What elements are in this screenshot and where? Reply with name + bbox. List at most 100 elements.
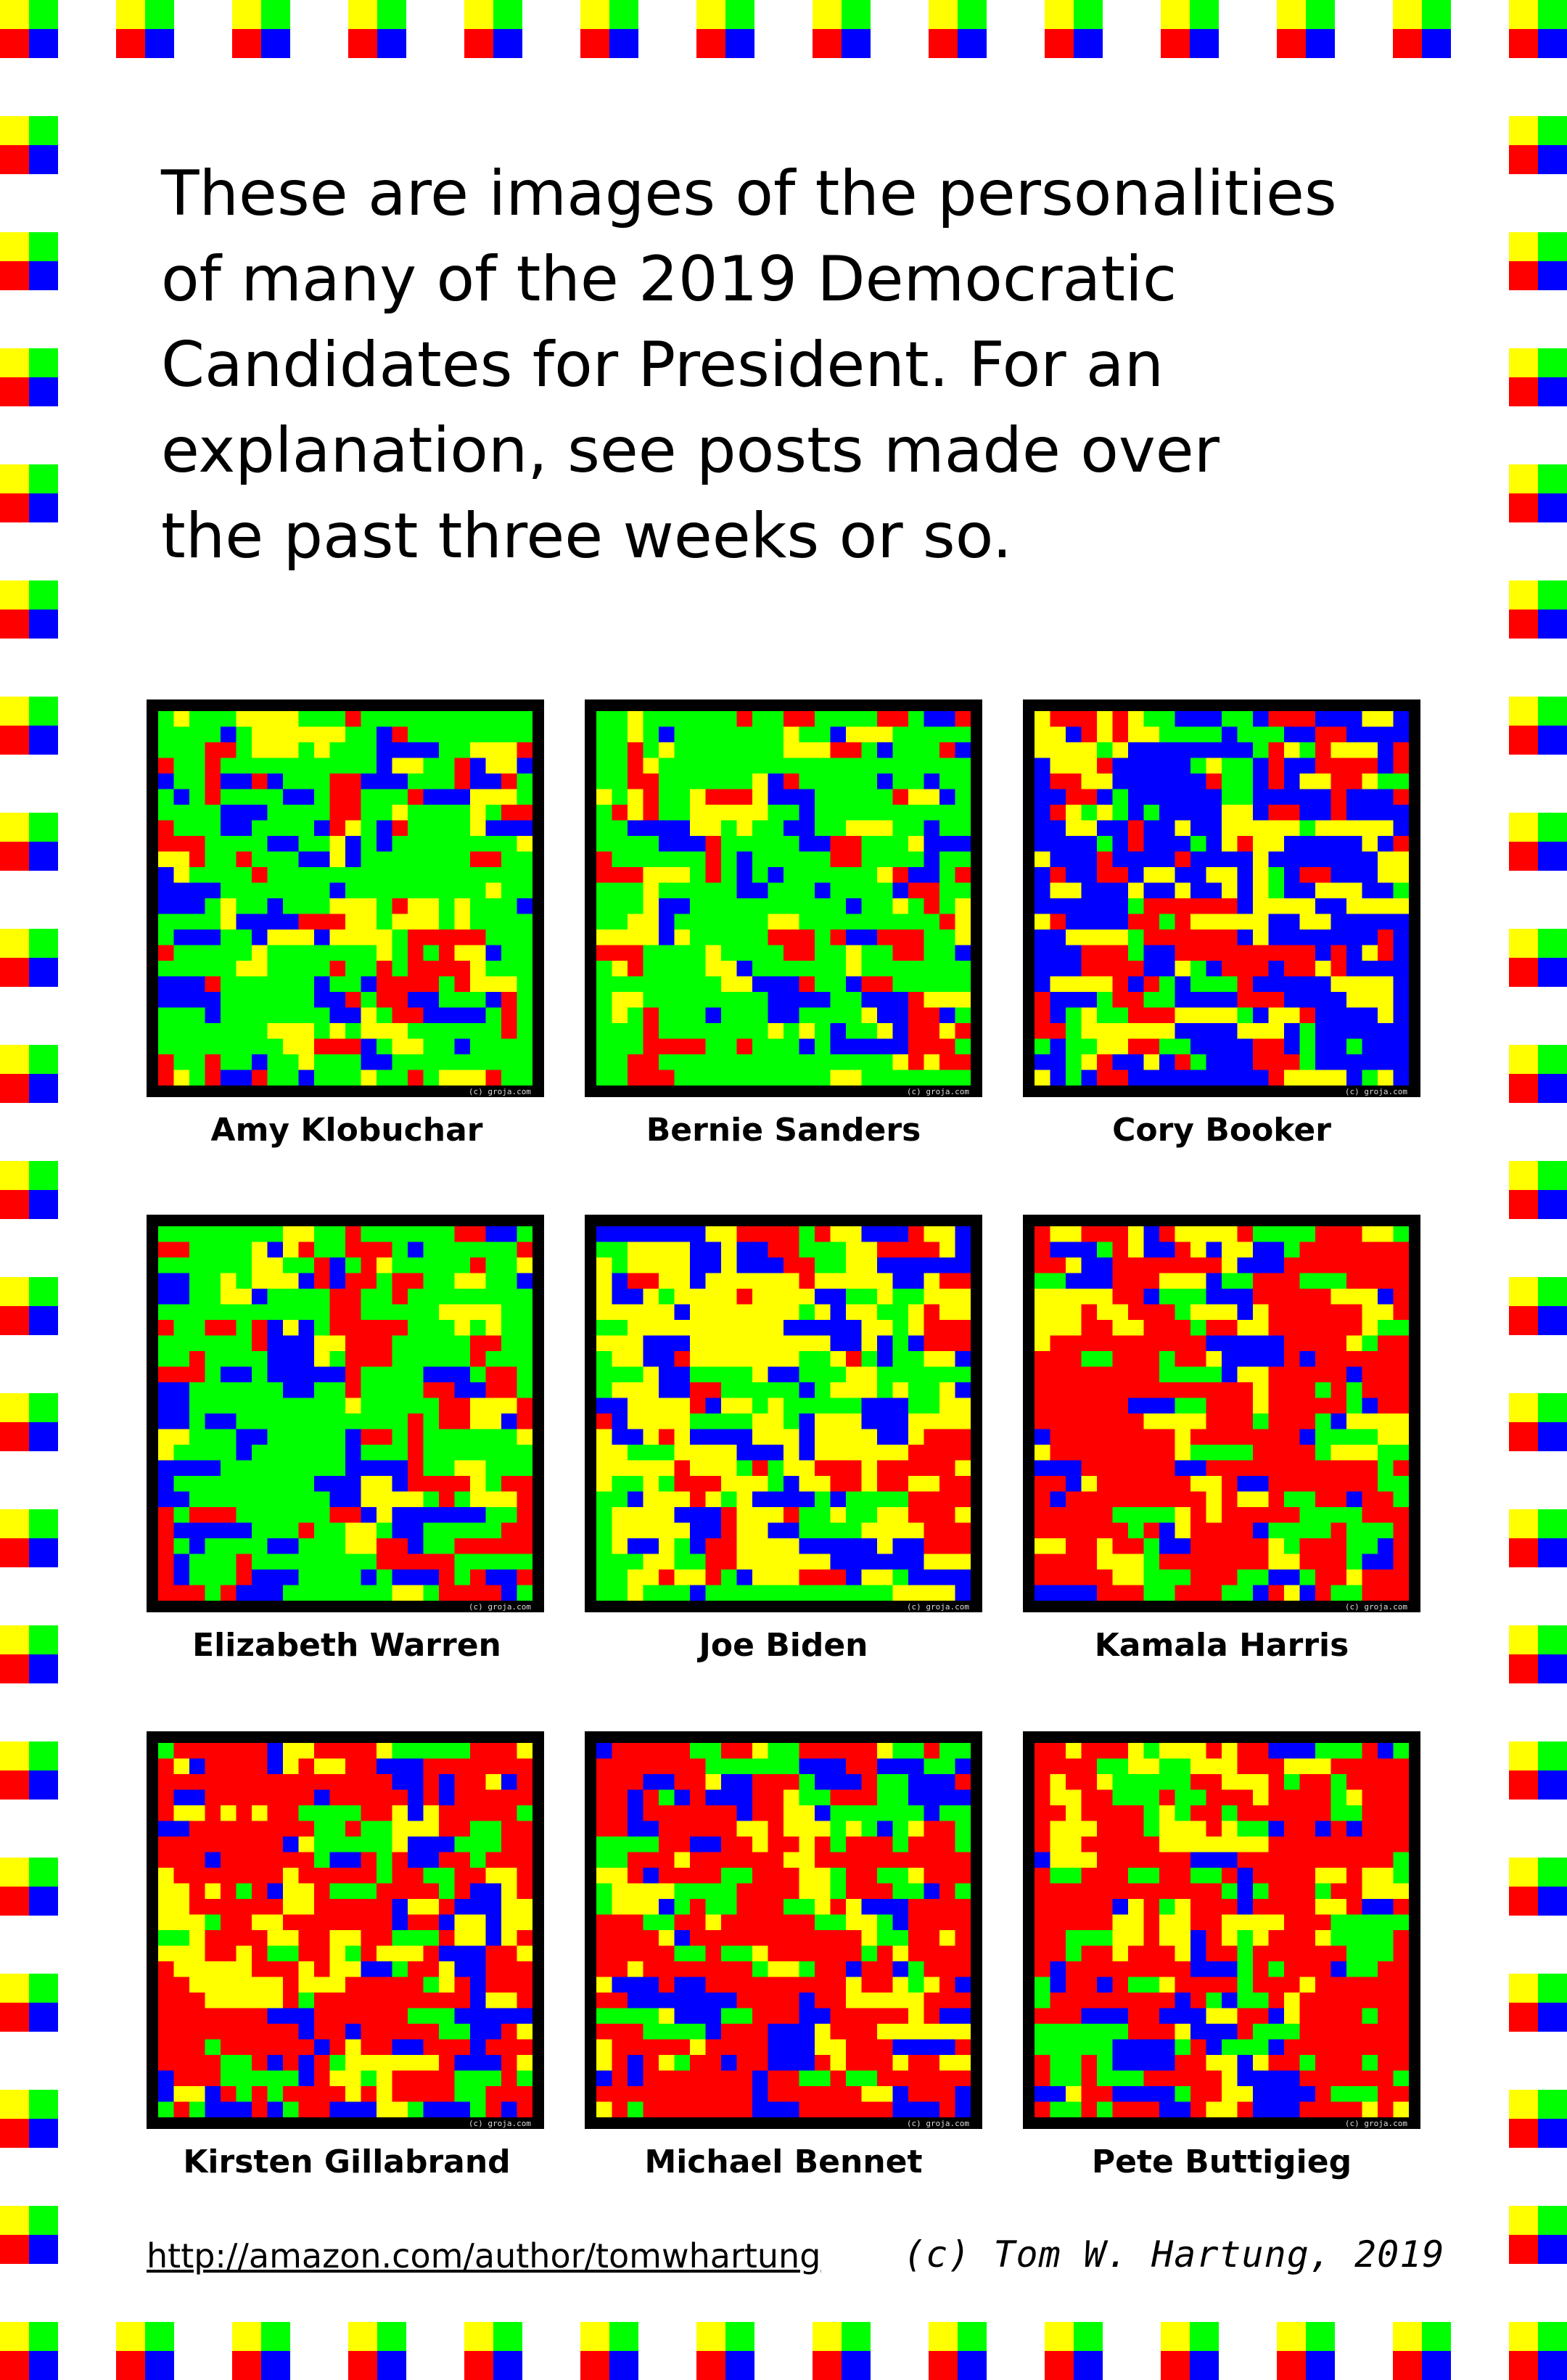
four-color-square-icon	[0, 929, 58, 987]
candidate-name: Amy Klobuchar	[210, 1112, 483, 1149]
four-color-square-icon	[0, 813, 58, 871]
watermark: (c) groja.com	[1344, 1602, 1407, 1612]
four-color-square-icon	[929, 2322, 987, 2380]
four-color-square-icon	[580, 0, 638, 58]
copyright-signature: (c) Tom W. Hartung, 2019	[903, 2233, 1445, 2276]
personality-image-joe-biden: (c) groja.com	[585, 1215, 982, 1612]
four-color-square-icon	[1509, 1741, 1567, 1800]
four-color-square-icon	[1509, 1045, 1567, 1103]
four-color-square-icon	[1509, 348, 1567, 406]
watermark: (c) groja.com	[1344, 1087, 1407, 1096]
four-color-square-icon	[0, 116, 58, 174]
watermark: (c) groja.com	[468, 1602, 531, 1612]
personality-image-pete-buttigieg: (c) groja.com	[1023, 1731, 1420, 2129]
four-color-square-icon	[696, 2322, 754, 2380]
mosaic-grid	[158, 1226, 532, 1601]
four-color-square-icon	[116, 0, 174, 58]
personality-image-cory-booker: (c) groja.com	[1023, 699, 1420, 1097]
intro-text: These are images of the personalities of…	[161, 157, 1337, 573]
four-color-square-icon	[116, 2322, 174, 2380]
personality-image-elizabeth-warren: (c) groja.com	[147, 1215, 544, 1612]
four-color-square-icon	[813, 0, 871, 58]
four-color-square-icon	[1277, 0, 1335, 58]
four-color-square-icon	[0, 1509, 58, 1567]
four-color-square-icon	[1509, 116, 1567, 174]
mosaic-grid	[158, 711, 532, 1086]
four-color-square-icon	[348, 2322, 406, 2380]
author-link[interactable]: http://amazon.com/author/tomwhartung	[147, 2236, 821, 2276]
personality-image-kirsten-gillabrand: (c) groja.com	[147, 1731, 544, 2129]
watermark: (c) groja.com	[906, 1602, 969, 1612]
mosaic-grid	[1035, 1743, 1409, 2117]
four-color-square-icon	[929, 0, 987, 58]
mosaic-grid	[1035, 711, 1409, 1086]
four-color-square-icon	[1393, 0, 1451, 58]
four-color-square-icon	[1509, 697, 1567, 755]
four-color-square-icon	[1277, 2322, 1335, 2380]
four-color-square-icon	[0, 697, 58, 755]
four-color-square-icon	[0, 580, 58, 639]
four-color-square-icon	[1509, 1277, 1567, 1335]
four-color-square-icon	[696, 0, 754, 58]
four-color-square-icon	[232, 2322, 290, 2380]
candidate-name: Michael Bennet	[644, 2143, 923, 2180]
personality-image-amy-klobuchar: (c) groja.com	[147, 699, 544, 1097]
watermark: (c) groja.com	[468, 1087, 531, 1096]
four-color-square-icon	[0, 1393, 58, 1451]
four-color-square-icon	[1509, 464, 1567, 522]
candidate-name: Kamala Harris	[1094, 1627, 1349, 1664]
four-color-square-icon	[1509, 1393, 1567, 1451]
watermark: (c) groja.com	[1344, 2119, 1407, 2128]
four-color-square-icon	[0, 1045, 58, 1103]
four-color-square-icon	[1509, 580, 1567, 639]
mosaic-grid	[158, 1743, 532, 2117]
four-color-square-icon	[0, 1277, 58, 1335]
four-color-square-icon	[0, 2206, 58, 2264]
mosaic-grid	[1035, 1226, 1409, 1601]
four-color-square-icon	[1509, 1974, 1567, 2032]
four-color-square-icon	[580, 2322, 638, 2380]
four-color-square-icon	[1161, 2322, 1219, 2380]
four-color-square-icon	[1509, 0, 1567, 58]
personality-image-kamala-harris: (c) groja.com	[1023, 1215, 1420, 1612]
four-color-square-icon	[0, 2090, 58, 2148]
four-color-square-icon	[0, 1625, 58, 1683]
candidate-name: Cory Booker	[1112, 1112, 1331, 1149]
four-color-square-icon	[1509, 2090, 1567, 2148]
four-color-square-icon	[1045, 2322, 1103, 2380]
watermark: (c) groja.com	[906, 2119, 969, 2128]
four-color-square-icon	[0, 1974, 58, 2032]
four-color-square-icon	[0, 464, 58, 522]
four-color-square-icon	[1161, 0, 1219, 58]
four-color-square-icon	[1509, 1509, 1567, 1567]
four-color-square-icon	[0, 1858, 58, 1916]
candidate-name: Joe Biden	[699, 1627, 868, 1664]
personality-image-michael-bennet: (c) groja.com	[585, 1731, 982, 2129]
four-color-square-icon	[1045, 0, 1103, 58]
four-color-square-icon	[0, 348, 58, 406]
four-color-square-icon	[1509, 2322, 1567, 2380]
mosaic-grid	[596, 1226, 971, 1601]
four-color-square-icon	[1509, 1858, 1567, 1916]
four-color-square-icon	[0, 0, 58, 58]
four-color-square-icon	[232, 0, 290, 58]
four-color-square-icon	[813, 2322, 871, 2380]
four-color-square-icon	[0, 1161, 58, 1219]
four-color-square-icon	[0, 2322, 58, 2380]
four-color-square-icon	[464, 2322, 522, 2380]
four-color-square-icon	[464, 0, 522, 58]
four-color-square-icon	[348, 0, 406, 58]
mosaic-grid	[596, 711, 971, 1086]
candidate-name: Elizabeth Warren	[192, 1627, 501, 1664]
four-color-square-icon	[0, 1741, 58, 1800]
four-color-square-icon	[0, 232, 58, 290]
mosaic-grid	[596, 1743, 971, 2117]
personality-image-bernie-sanders: (c) groja.com	[585, 699, 982, 1097]
four-color-square-icon	[1509, 1161, 1567, 1219]
candidate-name: Kirsten Gillabrand	[183, 2143, 511, 2180]
four-color-square-icon	[1393, 2322, 1451, 2380]
four-color-square-icon	[1509, 929, 1567, 987]
watermark: (c) groja.com	[906, 1087, 969, 1096]
four-color-square-icon	[1509, 813, 1567, 871]
candidate-name: Pete Buttigieg	[1091, 2143, 1352, 2180]
